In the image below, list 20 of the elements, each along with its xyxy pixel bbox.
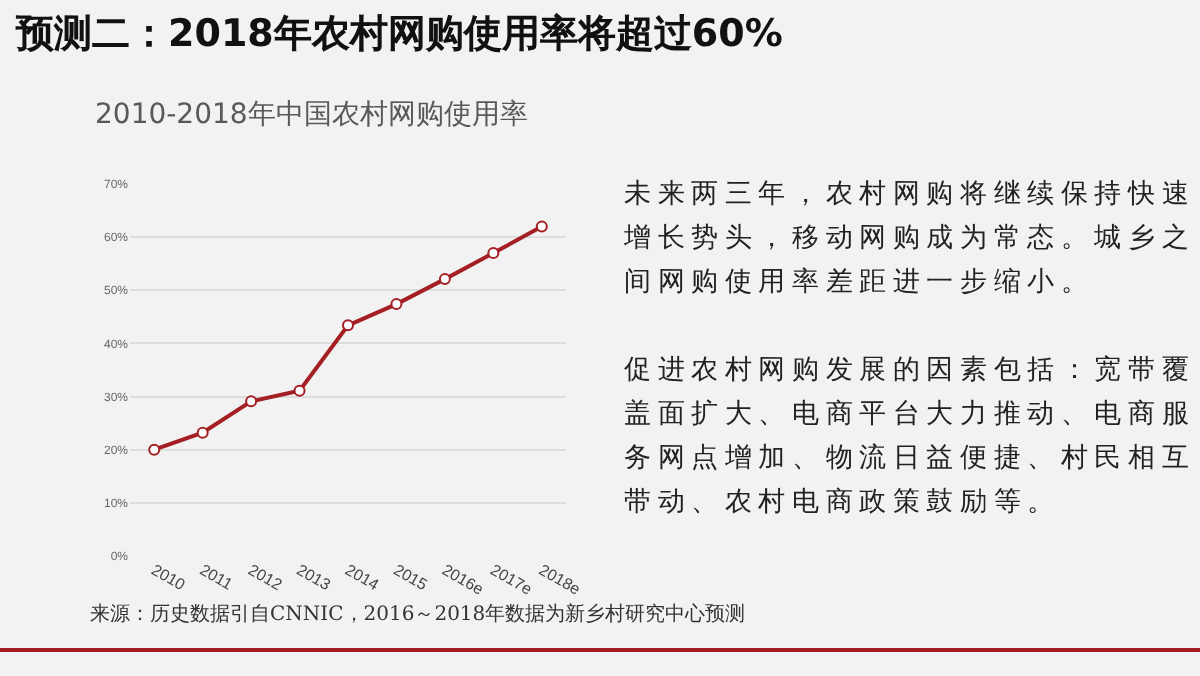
point xyxy=(293,384,306,397)
x-tick-label: 2015 xyxy=(390,560,432,595)
point xyxy=(148,443,161,456)
x-tick-label: 2011 xyxy=(196,560,237,595)
point xyxy=(196,426,209,439)
point xyxy=(390,298,403,311)
source-note: 来源：历史数据引自CNNIC，2016～2018年数据为新乡村研究中心预测 xyxy=(90,601,746,628)
point xyxy=(342,319,354,332)
x-tick-label: 2012 xyxy=(245,560,286,595)
chart-title: 预测二：2018年农村网购使用率将超过60% xyxy=(16,10,783,60)
point xyxy=(487,247,500,260)
text: 促进农村网购发展的因素包括：宽带覆盖面扩大、电商平台大力推动、电商服务网点增加、物流日益便捷、村民相互带动、农村电商政策鼓励等。 xyxy=(624,352,1198,522)
x-tick-label: 2014 xyxy=(342,560,383,595)
point xyxy=(535,220,548,233)
x-tick-label: 2013 xyxy=(293,560,335,595)
chart-subtitle: 2010-2018年中国农村网购使用率 xyxy=(95,98,528,131)
x-tick-label: 2010 xyxy=(148,560,189,595)
text: 未来两三年，农村网购将继续保持快速增长势头，移动网购成为常态。城乡之间网购使用率差距进一步缩小。 xyxy=(624,176,1198,302)
point xyxy=(245,395,258,408)
point xyxy=(438,273,451,286)
